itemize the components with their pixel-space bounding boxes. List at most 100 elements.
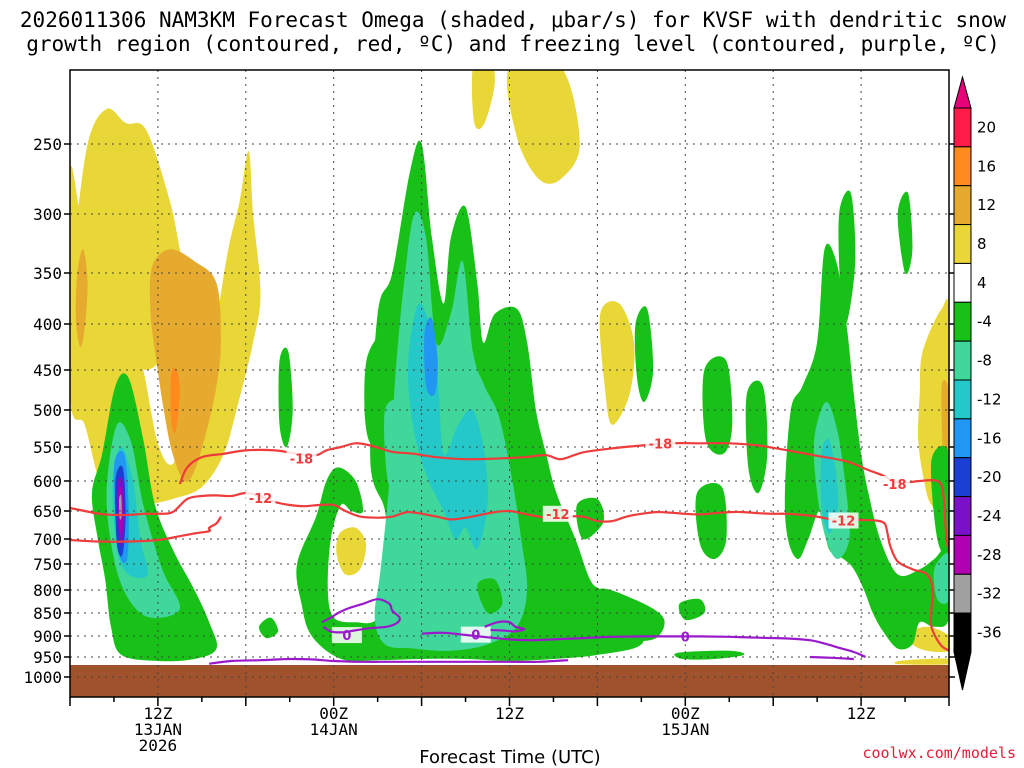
colorbar-label: -16 (977, 429, 1002, 447)
x-axis-title: Forecast Time (UTC) (419, 747, 600, 768)
colorbar-swatch (953, 146, 972, 187)
contour-label-bg (828, 512, 859, 529)
colorbar-label: -32 (977, 585, 1002, 603)
y-tick-label: 750 (33, 555, 62, 574)
omega-region-5 (471, 70, 495, 130)
contour-line-6 (484, 620, 526, 633)
colorbar: 20 16 12 8 4 -4 -8 -12 -16 -20 -24 -28 -32 -36 (953, 75, 1002, 691)
contour-label-bg (286, 450, 317, 467)
x-tick-label: 13JAN (134, 720, 182, 739)
omega-region-27 (278, 347, 293, 448)
colorbar-label: -12 (977, 390, 1002, 408)
omega-region-8 (336, 527, 367, 576)
contour-line-5 (421, 631, 867, 658)
y-tick-label: 800 (33, 581, 62, 600)
omega-region-36 (674, 650, 745, 660)
omega-region-2 (149, 249, 221, 482)
x-tick-label: 15JAN (661, 720, 709, 739)
contour-label: -18 (883, 478, 907, 493)
credit-text: coolwx.com/models (862, 744, 1016, 762)
y-tick-label: 500 (33, 401, 62, 420)
contour-label-bg (542, 505, 573, 522)
contour-line-4 (321, 598, 401, 634)
contour-label: -12 (249, 492, 273, 507)
colorbar-swatch (953, 612, 972, 653)
y-tick-label: 300 (33, 205, 62, 224)
y-tick-label: 350 (33, 264, 62, 283)
colorbar-swatch (953, 262, 972, 303)
colorbar-label: -8 (977, 352, 992, 370)
y-tick-label: 400 (33, 315, 62, 334)
colorbar-swatch (953, 301, 972, 342)
omega-region-34 (695, 483, 727, 560)
colorbar-bottom-arrow (953, 651, 972, 691)
colorbar-swatch (953, 534, 972, 575)
colorbar-label: -4 (977, 313, 992, 331)
colorbar-swatch (953, 457, 972, 498)
colorbar-swatch (953, 573, 972, 614)
contours: -18-18-18-12-12 -120 0 0 (70, 435, 949, 665)
omega-region-3 (75, 249, 88, 348)
contour-label: -12 (546, 508, 570, 523)
chart-title-line-2: growth region (contoured, red, ºC) and f… (26, 32, 1000, 56)
y-tick-label: 250 (33, 135, 62, 154)
omega-region-32 (634, 306, 654, 403)
omega-region-7 (599, 301, 635, 425)
y-tick-label: 650 (33, 502, 62, 521)
colorbar-swatch (953, 185, 972, 226)
omega-region-24 (424, 317, 438, 397)
x-tick-label: 00Z (671, 704, 700, 723)
colorbar-label: 12 (977, 196, 996, 214)
contour-label: -18 (290, 453, 314, 468)
y-axis-ticks: 250 300 350 400 450 500 550 600 650 700 750 800 850 9… (23, 135, 955, 687)
contour-label: 0 (342, 629, 351, 644)
omega-region-31 (594, 588, 665, 642)
colorbar-label: -36 (977, 624, 1002, 642)
x-tick-label: 12Z (143, 704, 172, 723)
chart-title-line-1: 2026011306 NAM3KM Forecast Omega (shaded… (20, 8, 1007, 32)
contour-line-7 (809, 655, 854, 661)
colorbar-swatch (953, 340, 972, 381)
x-tick-label: 14JAN (310, 720, 358, 739)
contour-label-bg (460, 626, 491, 643)
omega-region-33 (702, 356, 733, 455)
colorbar-swatch (953, 224, 972, 264)
omega-region-45 (933, 552, 949, 604)
omega-region-42 (838, 190, 856, 325)
omega-region-25 (364, 335, 390, 446)
omega-region-26 (384, 399, 408, 490)
contour-line-2 (70, 516, 222, 543)
omega-region-22 (374, 211, 528, 651)
colorbar-label: 8 (977, 235, 987, 253)
omega-region-4 (170, 367, 180, 434)
omega-region-29 (477, 578, 503, 614)
omega-region-20 (118, 494, 122, 520)
contour-label-bg (245, 489, 276, 506)
colorbar-label: 4 (977, 274, 987, 292)
contour-label-bg (645, 435, 676, 452)
y-tick-label: 550 (33, 438, 62, 457)
omega-region-35 (678, 598, 706, 621)
y-tick-label: 1000 (23, 668, 62, 687)
omega-region-39 (784, 243, 949, 650)
y-tick-label: 900 (33, 627, 62, 646)
colorbar-swatch (953, 379, 972, 420)
y-tick-label: 850 (33, 604, 62, 623)
contour-label-bg (879, 476, 910, 492)
contour-label: -18 (649, 437, 673, 452)
x-tick-label: 2026 (139, 736, 178, 755)
y-tick-label: 950 (33, 648, 62, 667)
y-tick-label: 600 (33, 472, 62, 491)
y-tick-label: 450 (33, 361, 62, 380)
omega-shading (70, 70, 949, 665)
omega-region-28 (258, 617, 279, 639)
colorbar-swatch (953, 418, 972, 459)
omega-region-44 (931, 445, 949, 556)
colorbar-label: 20 (977, 118, 996, 136)
y-tick-label: 700 (33, 530, 62, 549)
contour-label: 0 (681, 630, 690, 645)
x-tick-label: 12Z (495, 704, 524, 723)
omega-region-11 (894, 658, 949, 665)
